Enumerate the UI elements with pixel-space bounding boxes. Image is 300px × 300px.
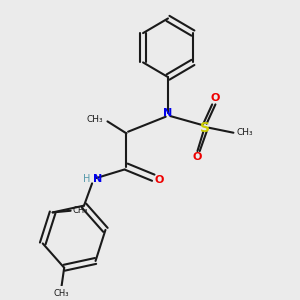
- Text: O: O: [210, 93, 220, 103]
- Text: N: N: [93, 174, 103, 184]
- Text: H: H: [83, 174, 91, 184]
- Text: S: S: [200, 121, 210, 135]
- Text: N: N: [164, 108, 172, 118]
- Text: O: O: [154, 175, 164, 185]
- Text: CH₃: CH₃: [236, 128, 253, 137]
- Text: O: O: [192, 152, 202, 162]
- Text: CH₃: CH₃: [87, 115, 104, 124]
- Text: CH₃: CH₃: [54, 289, 69, 298]
- Text: CH₃: CH₃: [72, 206, 88, 215]
